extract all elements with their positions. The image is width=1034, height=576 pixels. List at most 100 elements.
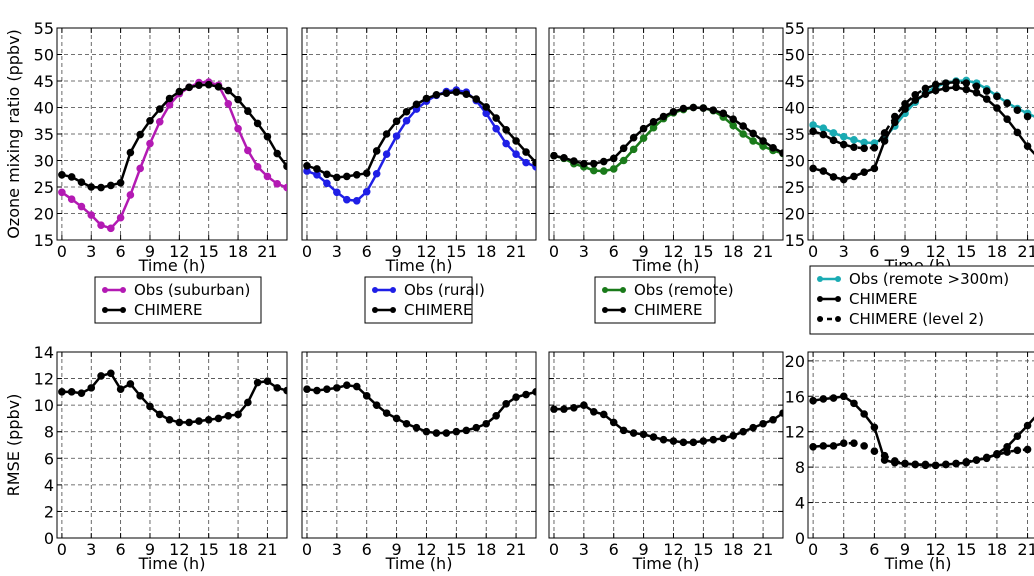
data-point (372, 147, 381, 155)
data-point (629, 145, 638, 154)
x-tick-label: 3 (86, 540, 96, 559)
series-line-obs-rural- (306, 88, 536, 203)
y-tick-label: 15 (34, 231, 54, 250)
data-point (839, 175, 848, 184)
data-point (839, 439, 848, 448)
data-point (512, 393, 520, 401)
data-point (609, 165, 618, 173)
data-point (263, 132, 272, 141)
data-point (993, 104, 1001, 112)
legend-frame (594, 276, 716, 324)
data-point (819, 167, 828, 175)
legend-swatch-dot (372, 287, 378, 293)
series-line-0 (61, 371, 287, 424)
data-point (303, 162, 311, 170)
data-point (472, 423, 481, 432)
x-tick-label: 21 (753, 540, 773, 559)
data-point (392, 117, 401, 126)
data-point (829, 394, 838, 402)
data-point (659, 435, 668, 444)
data-point (669, 437, 678, 445)
data-point (77, 389, 86, 397)
data-point (829, 173, 838, 181)
legend: Obs (remote) CHIMERE (594, 276, 734, 324)
legend-label: Obs (suburban) (134, 281, 250, 299)
data-point (234, 95, 242, 104)
data-point (58, 171, 66, 179)
data-point (263, 377, 272, 386)
data-point (522, 158, 530, 167)
series-line-obs-suburban- (61, 80, 287, 230)
data-point (809, 121, 817, 129)
data-point (962, 79, 971, 87)
data-point (739, 130, 747, 138)
x-tick-label: 0 (57, 242, 67, 261)
legend-label: CHIMERE (634, 301, 703, 319)
data-point (911, 460, 920, 469)
y-tick-label: 55 (785, 19, 805, 38)
data-point (502, 125, 510, 134)
x-tick-label: 3 (579, 540, 589, 559)
x-tick-label: 12 (169, 540, 189, 559)
x-tick-label: 0 (549, 540, 559, 559)
data-point (819, 395, 828, 403)
data-point (942, 79, 950, 87)
data-point (175, 418, 184, 427)
data-point (850, 136, 858, 144)
data-point (609, 154, 618, 163)
x-tick-label: 0 (57, 540, 67, 559)
data-point (829, 129, 838, 137)
data-point (58, 388, 66, 396)
y-tick-label: 0 (795, 529, 805, 548)
data-point (402, 419, 411, 428)
data-point (146, 402, 154, 411)
x-tick-label: 15 (956, 242, 976, 261)
legend-swatch-dot (102, 307, 108, 313)
x-tick-label: 15 (446, 242, 466, 261)
data-point (333, 188, 341, 197)
y-tick-label: 8 (44, 423, 54, 442)
data-point (962, 458, 971, 466)
data-point (77, 202, 86, 211)
axes-frame (301, 351, 537, 539)
series-group (303, 86, 536, 205)
series-group (58, 78, 287, 233)
data-point (860, 168, 868, 176)
data-point (891, 457, 899, 465)
data-point (244, 146, 252, 155)
data-point (809, 127, 817, 136)
data-point (97, 372, 105, 380)
data-point (952, 459, 960, 468)
data-point (829, 136, 838, 145)
data-point (283, 183, 287, 192)
x-tick-label: 6 (116, 540, 126, 559)
data-point (580, 159, 588, 168)
data-point (1013, 106, 1022, 114)
data-point (850, 143, 858, 152)
y-tick-label: 25 (785, 178, 805, 197)
y-tick-label: 0 (44, 529, 54, 548)
data-point (860, 410, 868, 418)
data-point (343, 195, 351, 204)
x-axis-label: Time (h) (385, 554, 453, 573)
y-tick-label: 35 (785, 125, 805, 144)
legend-swatch-dot (835, 276, 841, 282)
data-point (689, 103, 698, 112)
data-point (402, 107, 411, 116)
x-tick-label: 3 (86, 242, 96, 261)
series-group (809, 392, 1034, 470)
data-point (214, 83, 223, 91)
legend: Obs (remote >300m) CHIMERE CHIMERE (level … (809, 265, 1034, 335)
data-point (901, 99, 909, 108)
x-tick-label: 3 (332, 242, 342, 261)
x-tick-label: 0 (808, 540, 818, 559)
data-point (550, 405, 558, 413)
legend: Obs (rural) CHIMERE (364, 276, 485, 324)
data-point (1023, 421, 1032, 430)
y-tick-label: 12 (785, 423, 805, 442)
data-point (993, 450, 1001, 459)
legend-swatch-dot (835, 316, 841, 322)
data-point (679, 104, 688, 113)
